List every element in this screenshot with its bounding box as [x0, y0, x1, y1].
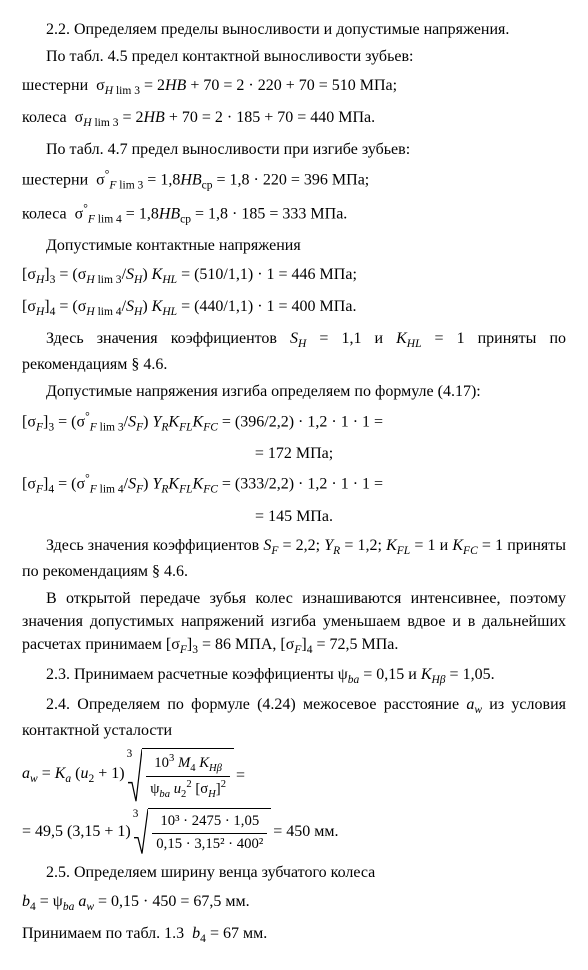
formula-sigmaH-kolesa: колеса σH lim 3 = 2HB + 70 = 2 · 185 + 7…: [22, 106, 566, 132]
formula-aw-line2: = 49,5 (3,15 + 1) 3 10³ · 2475 · 1,05 0,…: [22, 808, 566, 855]
para-2-2: 2.2. Определяем пределы выносливости и д…: [22, 18, 566, 41]
para-2-5: 2.5. Определяем ширину венца зубчатого к…: [22, 861, 566, 884]
para-open-gear: В открытой передаче зубья колес изнашива…: [22, 587, 566, 659]
aw-eq1-tail: =: [236, 764, 245, 787]
formula-sigmaF3-b: = 172 МПа;: [22, 442, 566, 465]
para-contact-stress: Допустимые контактные напряжения: [22, 234, 566, 257]
radical-icon: [134, 808, 148, 855]
formula-sigmaH3: [σH]3 = (σH lim 3/SH) KHL = (510/1,1) · …: [22, 263, 566, 289]
formula-sigmaF3-a: [σF]3 = (σ°F lim 3/SF) YRKFLKFC = (396/2…: [22, 409, 566, 436]
aw-num1: 103 M4 KHβ: [146, 751, 230, 777]
aw-den2: 0,15 · 3,15² · 400²: [152, 834, 267, 855]
formula-aw-line1: aw = Ka (u2 + 1) 3 103 M4 KHβ ψba u22 [σ…: [22, 748, 566, 802]
aw-num2: 10³ · 2475 · 1,05: [152, 811, 267, 833]
formula-b4: b4 = ψba aw = 0,15 · 450 = 67,5 мм.: [22, 890, 566, 916]
aw-line2-tail: = 450 мм.: [273, 820, 338, 843]
cube-root-numeric: 3 10³ · 2475 · 1,05 0,15 · 3,15² · 400²: [133, 808, 272, 855]
formula-sigmaF-kolesa: колеса σ°F lim 4 = 1,8HBср = 1,8 · 185 =…: [22, 201, 566, 228]
para-2-3: 2.3. Принимаем расчетные коэффициенты ψb…: [22, 663, 566, 689]
para-coeff1: Здесь значения коэффициентов SH = 1,1 и …: [22, 327, 566, 376]
formula-sigmaF-shesterni: шестерни σ°F lim 3 = 1,8HBср = 1,8 · 220…: [22, 167, 566, 194]
cube-root-symbolic: 3 103 M4 KHβ ψba u22 [σH]2: [127, 748, 234, 802]
formula-sigmaH-shesterni: шестерни σH lim 3 = 2HB + 70 = 2 · 220 +…: [22, 74, 566, 100]
aw-line2-pre: = 49,5 (3,15 + 1): [22, 820, 131, 843]
para-accept-b4: Принимаем по табл. 1.3 b4 = 67 мм.: [22, 922, 566, 948]
para-tab45: По табл. 4.5 предел контактной выносливо…: [22, 45, 566, 68]
formula-sigmaH4: [σH]4 = (σH lim 4/SH) KHL = (440/1,1) · …: [22, 295, 566, 321]
para-bending: Допустимые напряжения изгиба определяем …: [22, 380, 566, 403]
radical-icon: [128, 748, 142, 802]
para-tab47: По табл. 4.7 предел выносливости при изг…: [22, 138, 566, 161]
formula-sigmaF4-b: = 145 МПа.: [22, 505, 566, 528]
para-coeff2: Здесь значения коэффициентов SF = 2,2; Y…: [22, 534, 566, 583]
aw-den1: ψba u22 [σH]2: [146, 777, 230, 802]
aw-lhs: aw = Ka (u2 + 1): [22, 762, 125, 788]
para-2-4: 2.4. Определяем по формуле (4.24) межосе…: [22, 693, 566, 742]
formula-sigmaF4-a: [σF]4 = (σ°F lim 4/SF) YRKFLKFC = (333/2…: [22, 471, 566, 498]
